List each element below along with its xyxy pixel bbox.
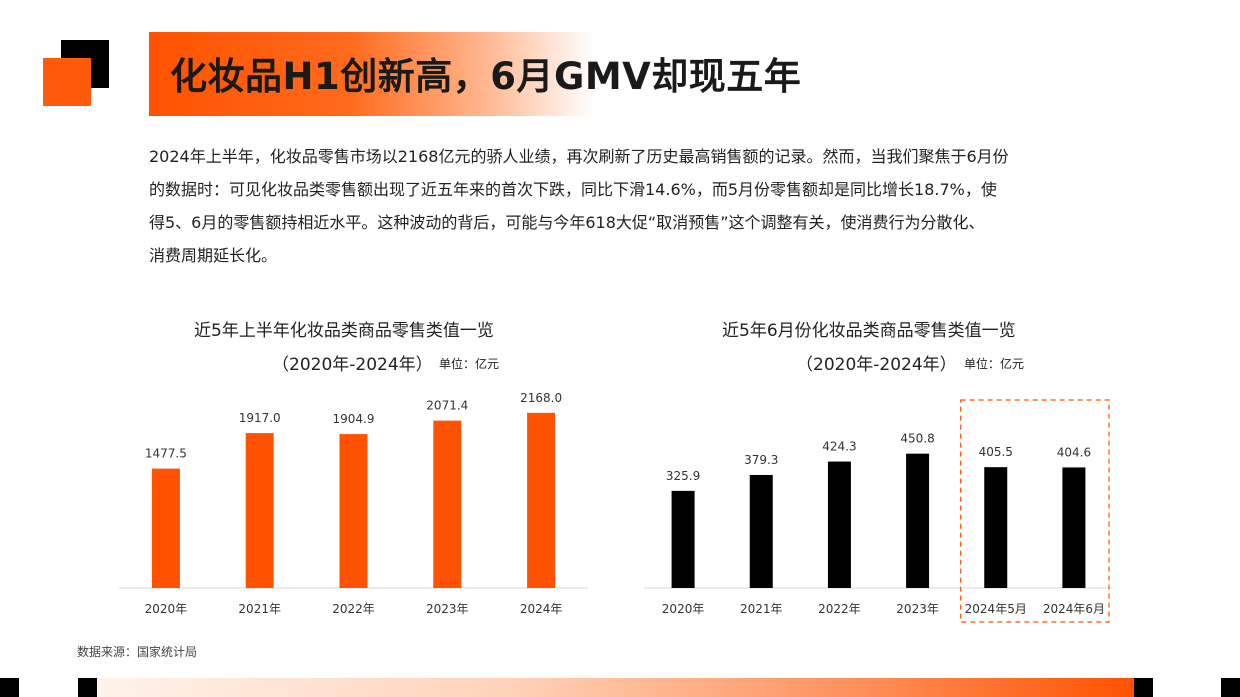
bottom-gradient-band <box>97 678 1134 697</box>
chart2-title: 近5年6月份化妆品类商品零售类值一览 <box>722 321 1016 341</box>
bar <box>527 412 556 588</box>
data-label: 1904.9 <box>333 412 375 426</box>
chart1-unit: 单位：亿元 <box>439 357 500 371</box>
decor-orange-square <box>43 58 91 106</box>
x-tick-label: 2020年 <box>145 602 188 616</box>
bar <box>1062 467 1086 588</box>
data-label: 450.8 <box>900 432 934 446</box>
x-tick-label: 2024年5月 <box>965 602 1027 616</box>
paragraph-line: 的数据时：可见化妆品类零售额出现了近五年来的首次下跌，同比下滑14.6%，而5月… <box>149 180 997 199</box>
bottom-right-square <box>1134 678 1153 697</box>
x-tick-label: 2024年6月 <box>1043 602 1105 616</box>
x-tick-label: 2022年 <box>818 602 861 616</box>
highlight-box <box>960 399 1110 623</box>
chart1-title: 近5年上半年化妆品类商品零售类值一览 <box>194 321 494 341</box>
chart1-subtitle: （2020年-2024年） <box>272 355 433 375</box>
data-label: 424.3 <box>822 440 856 454</box>
bar <box>245 433 274 588</box>
chart2-unit: 单位：亿元 <box>964 357 1025 371</box>
bottom-left-square <box>78 678 97 697</box>
corner-square-right <box>1221 678 1240 697</box>
x-tick-label: 2023年 <box>896 602 939 616</box>
bar <box>906 453 930 588</box>
data-label: 2168.0 <box>520 391 562 405</box>
bar <box>151 468 180 588</box>
chart1-bar-chart: 1477.5 2020年 1917.0 2021年 1904.9 2022年 2071.4 2… <box>119 391 588 616</box>
paragraph-line: 得5、6月的零售额持相近水平。这种波动的背后，可能与今年618大促“取消预售”这… <box>149 213 985 232</box>
bar <box>671 490 695 588</box>
x-tick-label: 2021年 <box>238 602 281 616</box>
data-label: 2071.4 <box>426 399 468 413</box>
data-label: 405.5 <box>979 445 1013 459</box>
source-note: 数据来源：国家统计局 <box>77 645 198 659</box>
paragraph-line: 消费周期延长化。 <box>149 246 278 265</box>
x-tick-label: 2022年 <box>332 602 375 616</box>
x-tick-label: 2021年 <box>740 602 783 616</box>
page-title: 化妆品H1创新高，6月GMV却现五年 <box>170 55 802 98</box>
bar <box>433 420 462 588</box>
data-label: 1917.0 <box>239 411 281 425</box>
bar <box>339 434 368 588</box>
bar <box>984 467 1008 588</box>
chart2-subtitle: （2020年-2024年） <box>796 355 957 375</box>
intro-paragraph: 2024年上半年，化妆品零售市场以2168亿元的骄人业绩，再次刷新了历史最高销售… <box>149 140 1119 272</box>
data-label: 379.3 <box>744 453 778 467</box>
chart2-bar-chart: 325.9 2020年 379.3 2021年 424.3 2022年 450.8 2023年… <box>644 399 1113 623</box>
x-tick-label: 2020年 <box>662 602 705 616</box>
data-label: 325.9 <box>666 469 700 483</box>
corner-square-left <box>0 678 19 697</box>
x-tick-label: 2024年 <box>520 602 563 616</box>
data-label: 1477.5 <box>145 447 187 461</box>
bar <box>749 474 773 588</box>
paragraph-line: 2024年上半年，化妆品零售市场以2168亿元的骄人业绩，再次刷新了历史最高销售… <box>149 147 1009 166</box>
bar <box>827 461 851 588</box>
x-tick-label: 2023年 <box>426 602 469 616</box>
title-band <box>149 32 594 116</box>
data-label: 404.6 <box>1057 445 1091 459</box>
